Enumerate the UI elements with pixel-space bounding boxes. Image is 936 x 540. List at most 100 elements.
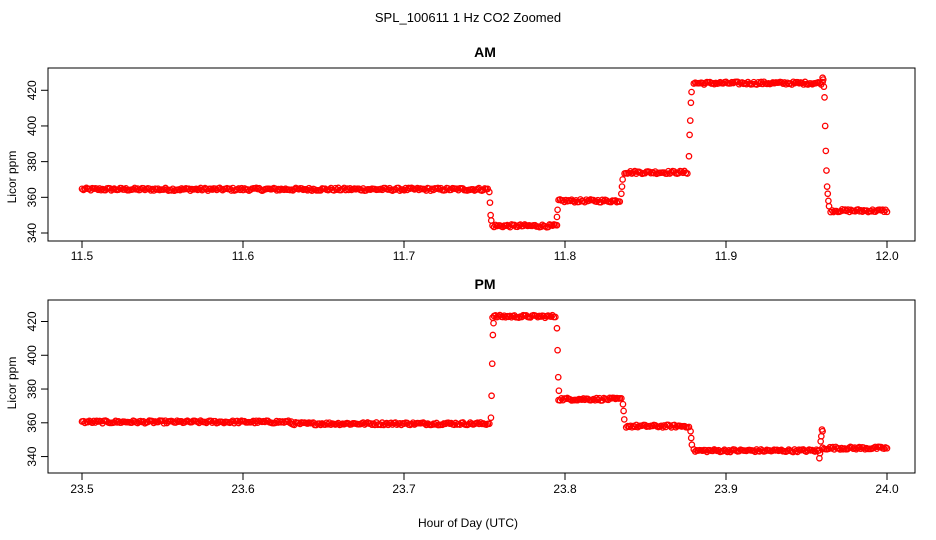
plot-frame [47,67,916,242]
data-point [619,400,627,408]
data-point [687,99,695,107]
data-point [396,187,404,194]
data-point [479,186,487,194]
x-axis-label: Hour of Day (UTC) [418,516,518,530]
data-point [176,186,184,194]
data-point [625,169,633,177]
data-point [822,147,830,155]
data-point [244,186,251,193]
x-tick-label: 12.0 [875,249,899,263]
data-point [598,196,606,204]
data-point [617,190,625,198]
x-tick-label: 24.0 [875,482,899,496]
data-point [619,176,626,183]
data-point [620,407,627,415]
data-point [616,198,624,205]
data-point [679,169,687,177]
data-point [549,222,556,229]
y-tick-label: 340 [25,223,39,243]
data-point [789,78,797,86]
data-point [620,416,628,423]
y-tick-label: 360 [25,187,39,207]
x-tick-label: 11.8 [554,249,577,263]
data-point [667,168,675,176]
data-point [828,207,836,214]
data-point [487,211,494,219]
x-axis: 11.5 11.6 11.7 11.8 11.9 12.0 [71,241,899,263]
data-point [554,206,561,214]
data-point [487,217,495,224]
x-tick-label: 23.6 [231,482,255,496]
data-point [492,312,499,319]
data-point [317,421,324,429]
data-point [421,420,429,427]
data-point [209,186,216,193]
data-point [860,444,867,451]
data-points [78,311,891,462]
data-point [195,185,203,193]
y-tick-label: 400 [25,345,39,365]
data-point [824,190,832,198]
data-points [78,74,891,231]
x-tick-label: 23.8 [553,482,577,496]
data-point [326,186,333,193]
data-point [821,94,828,101]
data-point [855,443,863,451]
data-point [594,396,602,404]
chart-title: PM [475,276,496,292]
data-point [580,395,587,402]
data-point [825,202,833,210]
data-point [469,185,477,193]
data-point [276,186,284,194]
y-tick-label: 340 [25,446,39,466]
data-point [489,331,497,339]
chart-pm: PM Licor ppm 23.5 23.6 23.7 23.8 23.9 24.0 34… [5,276,916,496]
y-axis-label: Licor ppm [5,151,19,204]
data-point [574,396,581,404]
data-point [687,427,694,435]
x-tick-label: 23.5 [70,482,94,496]
data-point [823,167,830,174]
data-point [383,419,390,427]
data-point [685,152,693,160]
x-tick-label: 11.9 [715,249,738,263]
data-point [553,213,561,221]
data-point [816,449,824,457]
data-point [506,312,514,320]
data-point [485,188,493,196]
data-point [684,170,691,177]
data-point [686,131,693,139]
data-point [345,186,352,194]
y-tick-label: 420 [25,311,39,331]
data-point [593,198,600,206]
data-point [816,79,824,87]
data-point [488,360,496,368]
x-tick-label: 11.7 [393,249,416,263]
plot-frame [47,299,916,474]
data-point [798,79,806,87]
data-point [819,76,827,83]
y-tick-label: 420 [25,80,39,100]
y-tick-label: 380 [25,379,39,399]
data-point [487,414,495,422]
data-point [688,441,696,449]
data-point [883,444,891,452]
data-point [150,419,158,427]
data-point [485,420,493,428]
data-point [819,427,826,435]
data-point [555,387,563,395]
y-tick-label: 400 [25,116,39,136]
data-point [554,373,562,381]
chart-am: AM Licor ppm 11.5 11.6 11.7 11.8 11.9 12.0 34… [5,44,916,263]
data-point [84,418,92,426]
data-point [820,83,828,91]
data-point [421,185,429,193]
y-tick-label: 360 [25,412,39,432]
data-point [551,313,559,321]
y-axis: 340 360 380 400 420 [25,311,48,467]
chart-title: AM [474,44,496,60]
data-point [97,186,105,194]
data-point [618,183,626,190]
data-point [688,88,695,96]
